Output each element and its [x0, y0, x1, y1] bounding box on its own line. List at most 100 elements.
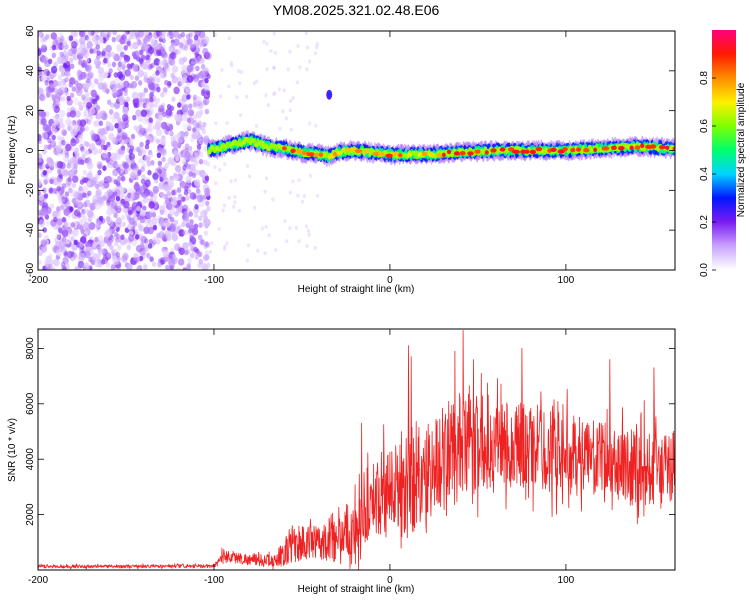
- noise-blob: [158, 182, 165, 190]
- noise-blob: [39, 93, 46, 102]
- noise-blob: [181, 158, 187, 165]
- noise-blob: [178, 151, 183, 158]
- noise-blob: [120, 198, 125, 205]
- noise-blob: [144, 238, 149, 244]
- snr-x-axis: -200 -100 0 100: [28, 329, 575, 586]
- noise-blob: [131, 31, 138, 40]
- noise-blob: [201, 90, 206, 97]
- noise-speck: [238, 81, 242, 86]
- colorbar-tick-label: 0.0: [699, 263, 710, 277]
- noise-blob: [147, 226, 154, 235]
- noise-speck: [223, 246, 227, 251]
- spectrogram-x-tick-label: 100: [558, 275, 575, 286]
- snr-x-tick-label: 100: [558, 575, 575, 586]
- noise-blob: [187, 257, 192, 264]
- noise-blob: [109, 80, 117, 88]
- noise-blob: [77, 134, 82, 140]
- ridge-hotspot: [441, 152, 446, 157]
- noise-blob: [70, 222, 76, 228]
- noise-blob: [150, 62, 155, 69]
- noise-speck: [214, 121, 218, 126]
- noise-blob: [144, 143, 150, 150]
- noise-blob: [96, 161, 103, 169]
- noise-blob: [155, 119, 162, 127]
- noise-blob: [143, 264, 148, 270]
- ridge-hotspot: [520, 149, 527, 154]
- noise-blob: [110, 201, 118, 209]
- ridge-hotspot: [355, 148, 363, 154]
- noise-blob: [52, 210, 59, 219]
- noise-blob: [111, 248, 119, 257]
- noise-blob: [48, 187, 54, 194]
- noise-blob: [44, 214, 50, 220]
- noise-blob: [53, 61, 58, 68]
- ridge-hotspot: [345, 147, 351, 152]
- noise-speck: [245, 258, 249, 263]
- noise-speck: [288, 108, 292, 113]
- noise-blob: [139, 242, 145, 249]
- noise-blob: [51, 122, 57, 129]
- noise-blob: [57, 213, 62, 219]
- noise-blob: [145, 251, 150, 258]
- noise-blob: [53, 216, 58, 223]
- noise-blob: [161, 182, 166, 189]
- noise-blob: [166, 190, 171, 197]
- noise-blob: [137, 222, 142, 229]
- noise-blob: [45, 92, 51, 98]
- noise-blob: [100, 259, 106, 265]
- noise-blob: [202, 194, 208, 200]
- noise-blob: [148, 136, 154, 143]
- noise-blob: [129, 145, 135, 151]
- noise-speck: [264, 176, 269, 181]
- noise-blob: [192, 114, 198, 120]
- noise-blob: [138, 124, 143, 130]
- noise-blob: [173, 86, 180, 95]
- noise-blob: [181, 221, 186, 228]
- noise-blob: [73, 191, 81, 199]
- noise-blob: [161, 136, 166, 143]
- noise-blob: [136, 205, 141, 212]
- noise-speck: [288, 226, 292, 231]
- noise-blob: [110, 84, 117, 92]
- noise-blob: [181, 182, 186, 188]
- noise-blob: [127, 224, 133, 230]
- noise-blob: [150, 160, 155, 166]
- ridge-hotspot: [672, 146, 675, 151]
- noise-blob: [87, 216, 93, 223]
- noise-blob: [181, 196, 186, 202]
- noise-blob: [155, 138, 161, 145]
- noise-blob: [180, 130, 185, 137]
- noise-blob: [157, 168, 162, 175]
- noise-blob: [171, 189, 176, 196]
- noise-blob: [159, 170, 166, 179]
- noise-blob: [171, 232, 176, 238]
- noise-blob: [123, 45, 128, 51]
- noise-speck: [272, 31, 276, 36]
- noise-speck: [263, 251, 267, 256]
- noise-speck: [254, 124, 258, 128]
- noise-speck: [291, 179, 295, 184]
- noise-blob: [105, 262, 111, 268]
- ridge-hotspot: [318, 152, 324, 157]
- ridge-cell: [252, 138, 256, 144]
- noise-blob: [105, 228, 112, 237]
- noise-blob: [88, 107, 96, 115]
- noise-blob: [134, 32, 140, 38]
- noise-speck: [281, 109, 285, 114]
- noise-blob: [141, 163, 146, 169]
- noise-blob: [187, 117, 195, 125]
- noise-blob: [184, 216, 189, 222]
- noise-blob: [142, 118, 147, 125]
- noise-blob: [69, 77, 76, 85]
- noise-blob: [38, 259, 43, 265]
- noise-blob: [142, 130, 147, 137]
- noise-blob: [161, 102, 166, 109]
- noise-blob: [122, 34, 127, 40]
- ridge-hotspot: [296, 149, 304, 154]
- noise-blob: [49, 82, 54, 89]
- noise-blob: [57, 226, 63, 232]
- noise-blob: [204, 134, 209, 141]
- ridge-hotspot: [372, 151, 381, 157]
- noise-blob: [105, 157, 111, 163]
- noise-blob: [131, 168, 138, 176]
